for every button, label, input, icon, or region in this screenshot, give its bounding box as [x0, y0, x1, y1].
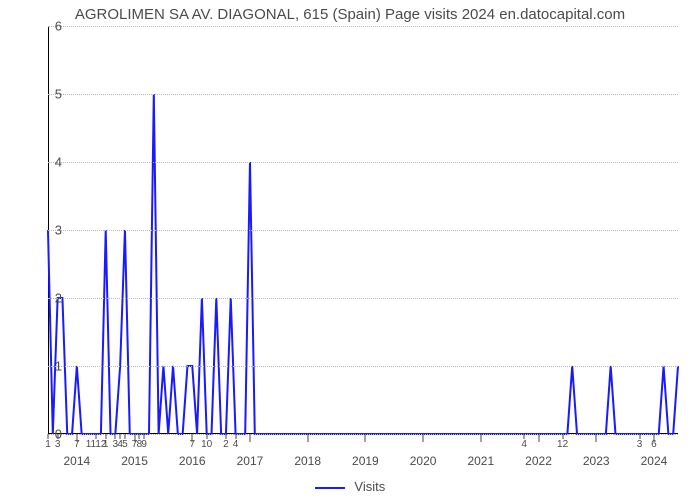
x-tick-year: 2023	[583, 454, 610, 468]
x-minor-tick-label: 2	[223, 439, 229, 450]
gridline	[48, 298, 678, 299]
x-minor-tick-label: 4	[233, 439, 239, 450]
x-tick-mark	[538, 434, 539, 442]
x-minor-tick-label: 7	[189, 439, 195, 450]
x-tick-year: 2014	[63, 454, 90, 468]
x-minor-tick-label: 12	[557, 439, 568, 450]
x-minor-tick-label: 10	[201, 439, 212, 450]
x-tick-mark	[480, 434, 481, 442]
legend-label: Visits	[354, 479, 385, 494]
gridline	[48, 26, 678, 27]
legend: Visits	[0, 479, 700, 494]
x-minor-tick-label: 7	[74, 439, 80, 450]
y-tick-label: 3	[42, 223, 62, 238]
y-tick-label: 6	[42, 19, 62, 34]
gridline	[48, 366, 678, 367]
x-tick-mark	[596, 434, 597, 442]
y-tick-label: 5	[42, 87, 62, 102]
x-tick-year: 2018	[294, 454, 321, 468]
gridline	[48, 230, 678, 231]
x-minor-tick-label: 3	[637, 439, 643, 450]
x-minor-tick-label: 9	[141, 439, 147, 450]
gridline	[48, 434, 678, 435]
x-tick-year: 2024	[641, 454, 668, 468]
x-tick-year: 2017	[237, 454, 264, 468]
y-tick-label: 1	[42, 359, 62, 374]
x-tick-year: 2019	[352, 454, 379, 468]
x-minor-tick-label: 3	[55, 439, 61, 450]
legend-swatch	[315, 487, 345, 489]
x-minor-tick-label: 5	[122, 439, 128, 450]
plot-area	[48, 26, 678, 434]
x-tick-year: 2015	[121, 454, 148, 468]
x-minor-tick-label: 6	[651, 439, 657, 450]
x-tick-mark	[423, 434, 424, 442]
x-tick-year: 2016	[179, 454, 206, 468]
x-tick-mark	[249, 434, 250, 442]
x-minor-tick-label: 4	[521, 439, 527, 450]
x-tick-year: 2021	[467, 454, 494, 468]
visits-line	[48, 94, 678, 434]
x-tick-year: 2022	[525, 454, 552, 468]
x-tick-mark	[365, 434, 366, 442]
chart-container: AGROLIMEN SA AV. DIAGONAL, 615 (Spain) P…	[0, 0, 700, 500]
y-tick-label: 2	[42, 291, 62, 306]
x-tick-year: 2020	[410, 454, 437, 468]
gridline	[48, 162, 678, 163]
x-tick-mark	[307, 434, 308, 442]
y-tick-label: 4	[42, 155, 62, 170]
x-minor-tick-label: 1	[45, 439, 51, 450]
gridline	[48, 94, 678, 95]
x-minor-tick-label: 1	[103, 439, 109, 450]
chart-title: AGROLIMEN SA AV. DIAGONAL, 615 (Spain) P…	[0, 6, 700, 23]
